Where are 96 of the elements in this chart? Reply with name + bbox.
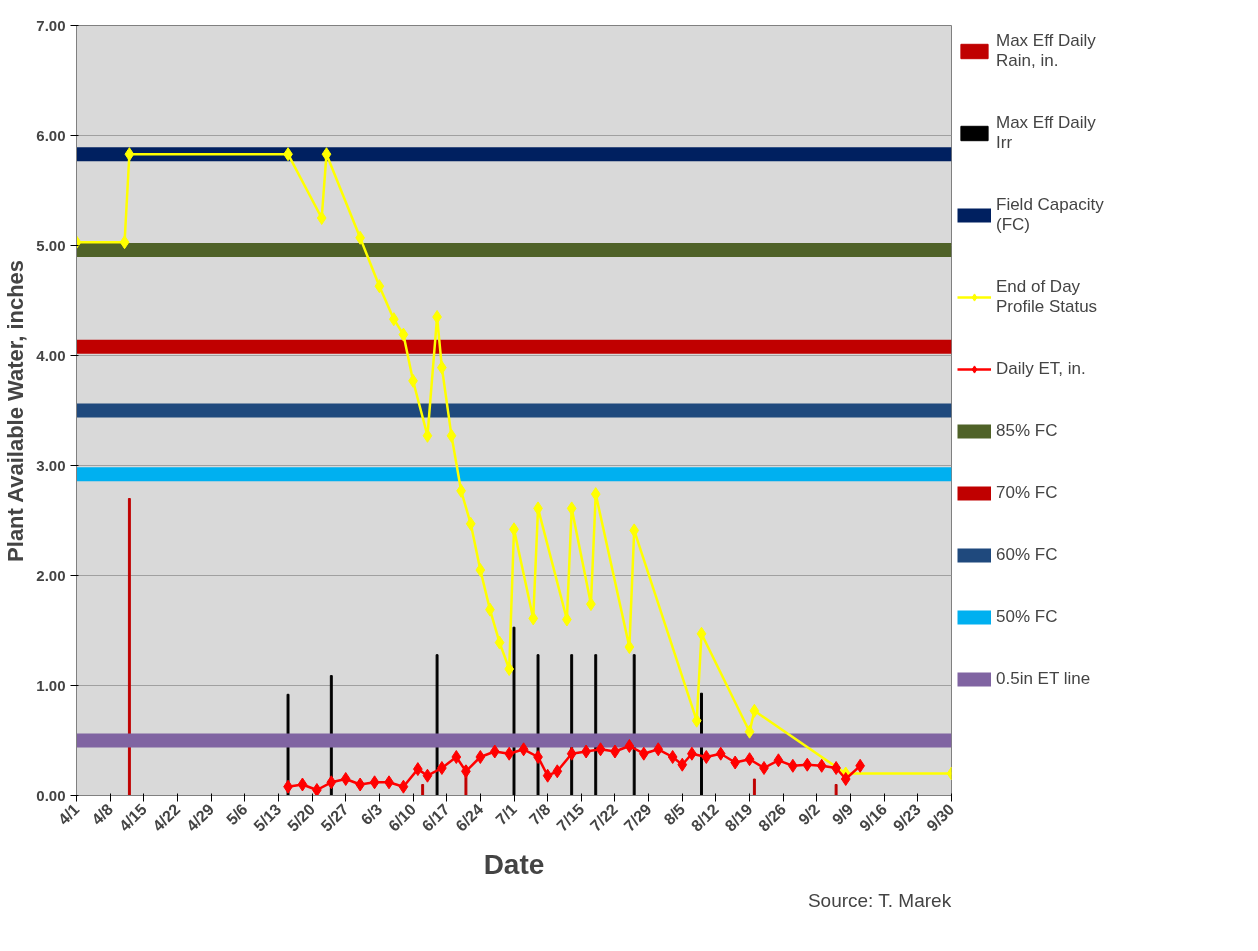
legend-label: End of Day Profile Status bbox=[996, 277, 1099, 317]
point bbox=[624, 739, 635, 753]
point bbox=[316, 211, 327, 225]
y-tick-label: 6.00 bbox=[36, 126, 66, 144]
x-tick-label: 5/6 bbox=[223, 800, 251, 829]
point bbox=[119, 235, 130, 250]
point bbox=[802, 757, 813, 772]
x-tick-label: 9/2 bbox=[795, 800, 823, 829]
point bbox=[759, 761, 769, 775]
y-tick-label: 2.00 bbox=[36, 566, 66, 584]
point bbox=[475, 750, 486, 764]
point bbox=[629, 523, 640, 538]
x-tick-label: 6/24 bbox=[452, 800, 487, 835]
point bbox=[744, 752, 755, 767]
point bbox=[388, 312, 399, 327]
point bbox=[831, 761, 841, 775]
point bbox=[566, 746, 577, 761]
legend-label: 0.5in ET line bbox=[996, 669, 1092, 689]
x-tick-label: 4/29 bbox=[183, 800, 218, 835]
legend-label: Max Eff Daily Irr bbox=[996, 113, 1097, 153]
x-tick-label: 7/22 bbox=[586, 800, 622, 835]
point bbox=[528, 611, 539, 626]
point bbox=[504, 662, 515, 676]
point bbox=[840, 772, 851, 786]
point bbox=[696, 626, 707, 641]
point bbox=[297, 777, 308, 792]
point bbox=[701, 750, 712, 764]
x-tick-label: 4/8 bbox=[88, 800, 117, 829]
point bbox=[691, 713, 702, 728]
point bbox=[677, 757, 688, 772]
y-tick-label: 1.00 bbox=[36, 676, 66, 694]
y-tick-label: 7.00 bbox=[36, 16, 66, 34]
point bbox=[446, 428, 457, 443]
x-tick-label: 9/9 bbox=[828, 800, 857, 829]
point bbox=[312, 783, 322, 796]
point bbox=[624, 640, 635, 654]
x-tick-label: 6/10 bbox=[385, 800, 420, 835]
legend-label: 60% FC bbox=[996, 545, 1059, 565]
x-tick-label: 8/5 bbox=[660, 800, 689, 829]
y-tick-label: 3.00 bbox=[36, 456, 66, 474]
point bbox=[533, 750, 543, 764]
legend-label: 85% FC bbox=[996, 421, 1059, 441]
point bbox=[552, 764, 563, 779]
point bbox=[667, 750, 678, 764]
point bbox=[124, 147, 135, 162]
point bbox=[749, 703, 760, 718]
x-tick-label: 7/29 bbox=[620, 800, 655, 835]
x-tick-label: 7/1 bbox=[492, 800, 521, 829]
x-tick-label: 9/23 bbox=[889, 800, 924, 835]
point bbox=[816, 758, 827, 773]
x-tick-label: 8/26 bbox=[755, 800, 790, 835]
point bbox=[326, 775, 337, 790]
point bbox=[422, 768, 433, 783]
x-tick-label: 4/22 bbox=[149, 800, 184, 835]
x-tick-label: 5/20 bbox=[284, 800, 319, 835]
point bbox=[715, 746, 726, 761]
point bbox=[773, 753, 784, 768]
point bbox=[374, 279, 385, 294]
source-note: Source: T. Marek bbox=[807, 889, 952, 911]
x-axis-title: Date bbox=[483, 848, 545, 880]
point bbox=[653, 742, 664, 757]
point bbox=[518, 742, 529, 757]
point bbox=[398, 779, 409, 794]
point bbox=[638, 746, 649, 761]
x-tick-label: 5/13 bbox=[250, 800, 285, 835]
legend-label: Field Capacity (FC) bbox=[996, 195, 1105, 235]
point bbox=[489, 744, 500, 759]
x-tick-label: 8/12 bbox=[687, 800, 722, 835]
legend-label: 50% FC bbox=[996, 607, 1059, 627]
point bbox=[432, 310, 442, 324]
legend-label: Max Eff Daily Rain, in. bbox=[996, 31, 1097, 71]
point bbox=[398, 327, 409, 342]
point bbox=[465, 516, 476, 531]
legend-label: Daily ET, in. bbox=[996, 359, 1087, 379]
point bbox=[566, 501, 577, 516]
point bbox=[595, 742, 606, 757]
point bbox=[475, 563, 486, 577]
legend-label: 70% FC bbox=[996, 483, 1059, 503]
point bbox=[340, 772, 351, 786]
point bbox=[504, 746, 515, 761]
y-tick-label: 4.00 bbox=[36, 346, 66, 364]
y-axis-title: Plant Available Water, inches bbox=[3, 259, 29, 562]
x-tick-label: 7/8 bbox=[525, 800, 554, 829]
point bbox=[744, 724, 755, 739]
x-tick-label: 9/30 bbox=[923, 800, 958, 835]
x-tick-label: 8/19 bbox=[721, 800, 756, 835]
point bbox=[437, 761, 447, 775]
point bbox=[494, 635, 505, 650]
point bbox=[369, 775, 380, 790]
y-tick-label: 5.00 bbox=[36, 236, 66, 254]
x-tick-label: 6/3 bbox=[357, 800, 386, 829]
point bbox=[542, 768, 553, 783]
point bbox=[321, 147, 332, 162]
point bbox=[451, 750, 462, 764]
x-tick-label: 9/16 bbox=[856, 800, 891, 835]
point bbox=[590, 487, 601, 502]
